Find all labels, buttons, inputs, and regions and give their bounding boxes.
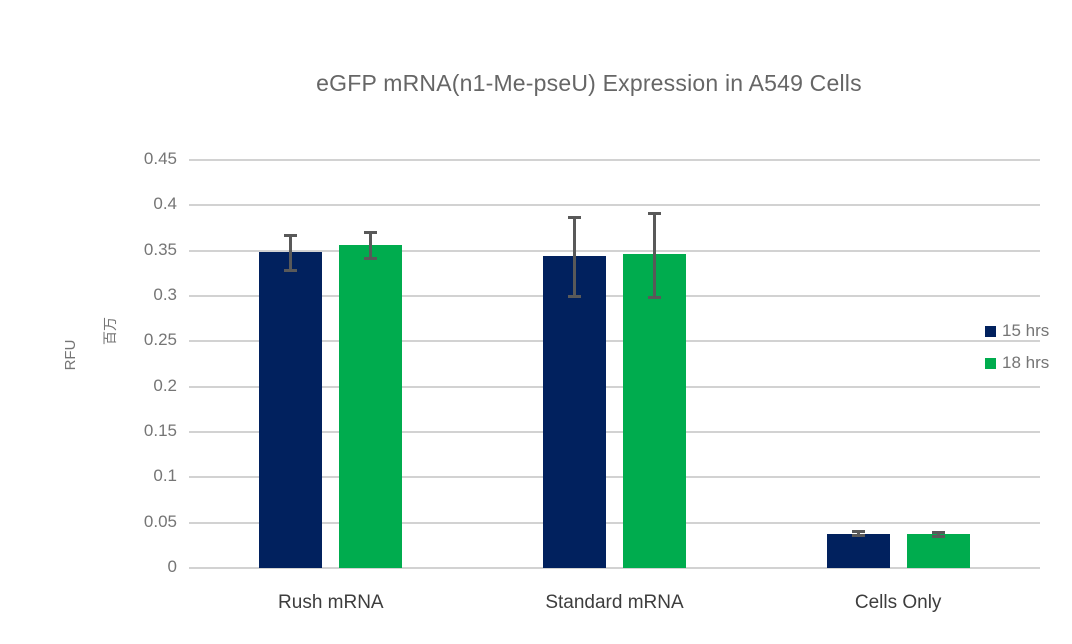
error-bar-cap bbox=[851, 530, 865, 534]
x-axis-label: Cells Only bbox=[854, 592, 942, 613]
gridline bbox=[189, 476, 1040, 479]
y-tick-label: 0 bbox=[167, 557, 177, 576]
error-bar-cap bbox=[568, 215, 581, 219]
gridline bbox=[189, 204, 1040, 207]
y-tick-label: 0.05 bbox=[143, 511, 177, 531]
error-bar-cap bbox=[648, 211, 661, 215]
chart-title: eGFP mRNA(n1-Me-pseU) Expression in A549… bbox=[316, 70, 862, 96]
y-tick-label: 0.3 bbox=[153, 285, 177, 304]
legend-item: 18 hrs bbox=[985, 353, 1050, 372]
error-bar-cap bbox=[648, 296, 661, 300]
bar bbox=[339, 245, 403, 568]
error-bar-cap bbox=[364, 257, 378, 261]
gridline bbox=[189, 431, 1040, 433]
legend-label: 18 hrs bbox=[1002, 353, 1050, 372]
bar bbox=[906, 534, 970, 568]
legend-swatch bbox=[985, 325, 996, 337]
error-bar-cap bbox=[931, 531, 945, 535]
error-bar-cap bbox=[284, 269, 298, 273]
gridline bbox=[189, 295, 1040, 297]
y-tick-label: 0.45 bbox=[143, 149, 177, 168]
error-bar-line bbox=[369, 232, 373, 259]
y-tick-label: 0.4 bbox=[153, 194, 177, 214]
error-bar-line bbox=[653, 213, 656, 298]
x-axis-label: Standard mRNA bbox=[545, 592, 684, 613]
gridline bbox=[189, 249, 1040, 252]
error-bar-cap bbox=[931, 534, 945, 538]
gridline bbox=[189, 385, 1040, 388]
legend-label: 15 hrs bbox=[1002, 321, 1050, 340]
error-bar-cap bbox=[568, 295, 581, 299]
error-bar-line bbox=[856, 531, 860, 536]
y-tick-label: 0.35 bbox=[143, 239, 177, 259]
x-axis-label: Rush mRNA bbox=[278, 592, 384, 613]
gridline bbox=[189, 159, 1040, 161]
gridline bbox=[189, 340, 1040, 343]
error-bar-line bbox=[573, 217, 576, 297]
legend-swatch bbox=[985, 357, 996, 369]
error-bar-cap bbox=[851, 533, 865, 537]
bar bbox=[259, 252, 323, 568]
y-tick-label: 0.15 bbox=[143, 421, 177, 440]
error-bar-cap bbox=[284, 233, 298, 237]
legend: 15 hrs 18 hrs bbox=[985, 321, 1050, 386]
bar bbox=[826, 533, 890, 568]
error-bar-line bbox=[289, 235, 293, 271]
bar bbox=[543, 256, 606, 568]
bar bbox=[623, 254, 686, 568]
error-bar-cap bbox=[364, 231, 378, 235]
y-tick-label: 0.1 bbox=[153, 466, 177, 486]
y-tick-label: 0.2 bbox=[153, 375, 177, 395]
legend-item: 15 hrs bbox=[985, 321, 1050, 340]
gridline bbox=[189, 521, 1040, 524]
error-bar-line bbox=[936, 532, 940, 537]
y-tick-label: 0.25 bbox=[143, 330, 177, 350]
gridline bbox=[189, 567, 1040, 569]
